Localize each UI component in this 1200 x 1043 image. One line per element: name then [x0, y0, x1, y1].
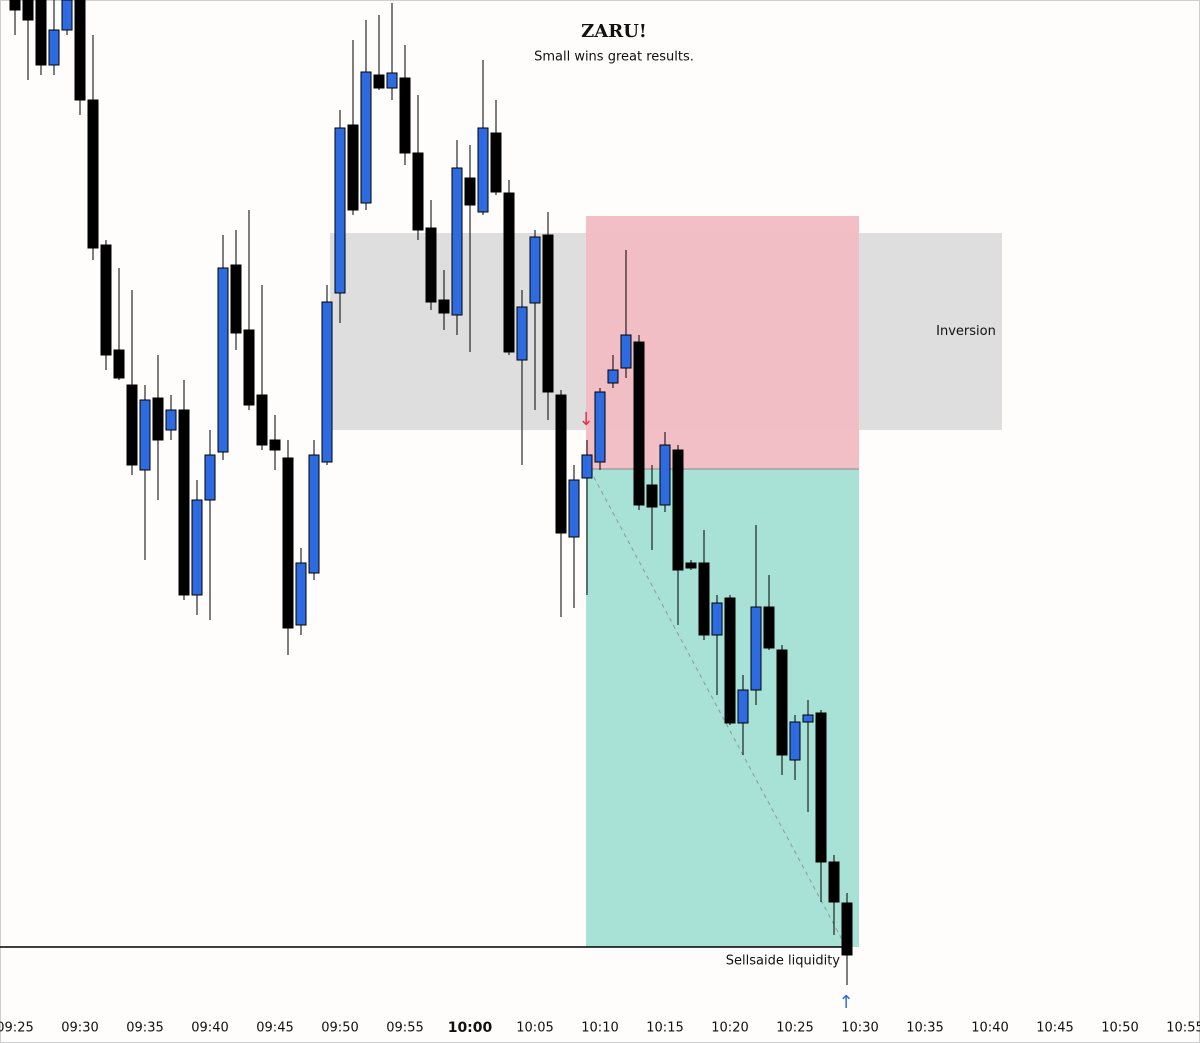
candles [9, 0, 853, 985]
candle-body [87, 99, 99, 249]
x-tick-label: 09:55 [386, 1021, 423, 1036]
x-tick-label: 09:35 [126, 1021, 163, 1036]
x-tick-label: 09:50 [321, 1021, 358, 1036]
candle-body [295, 562, 307, 626]
candle-body [555, 394, 567, 534]
candle-body [503, 192, 515, 353]
candle-body [841, 902, 853, 956]
candle-body [217, 267, 229, 453]
candle-body [711, 602, 723, 636]
candle-body [776, 649, 788, 756]
x-tick-label: 10:55 [1166, 1021, 1200, 1036]
x-tick-label: 09:30 [61, 1021, 98, 1036]
candle-body [737, 689, 749, 724]
x-tick-label: 09:25 [0, 1021, 34, 1036]
zone-label: Inversion [936, 324, 996, 339]
candle-body [308, 454, 320, 574]
candle-body [529, 236, 541, 304]
x-tick-label: 10:45 [1036, 1021, 1073, 1036]
candle-body [477, 127, 489, 213]
x-tick-label: 10:30 [841, 1021, 878, 1036]
x-tick-label: 10:40 [971, 1021, 1008, 1036]
x-tick-label: 10:10 [581, 1021, 618, 1036]
candle-body [646, 484, 658, 508]
candle-body [568, 479, 580, 538]
candle-body [282, 457, 294, 629]
candle-body [412, 152, 424, 231]
candle-body [815, 712, 827, 863]
x-tick-label: 10:15 [646, 1021, 683, 1036]
candle-body [152, 397, 164, 441]
x-tick-label: 10:25 [776, 1021, 813, 1036]
candle-body [763, 606, 775, 649]
x-tick-label: 10:05 [516, 1021, 553, 1036]
entry-arrow: ↓ [578, 409, 593, 430]
x-tick-label: 09:40 [191, 1021, 228, 1036]
candle-body [334, 127, 346, 294]
candle-body [451, 167, 463, 316]
candle-body [139, 399, 151, 471]
candle-body [685, 562, 697, 569]
candle-body [490, 132, 502, 193]
candle-body [386, 72, 398, 89]
candle-body [581, 454, 593, 479]
candle-body [126, 384, 138, 466]
candle-body [321, 301, 333, 463]
candle-body [373, 74, 385, 89]
candle-body [672, 449, 684, 571]
x-tick-label: 10:00 [448, 1020, 493, 1036]
candle-body [659, 444, 671, 506]
candle-body [230, 264, 242, 334]
candle-body [360, 71, 372, 204]
candle-body [9, 0, 21, 11]
trade-path [589, 469, 846, 946]
candle-body [243, 329, 255, 406]
liquidity-label: Sellsaide liquidity [726, 954, 840, 969]
candle-body [269, 439, 281, 451]
chart-title: ZARU! [581, 21, 647, 42]
candle-body [399, 77, 411, 154]
candle-body [438, 299, 450, 314]
candle-body [594, 391, 606, 463]
candle-body [35, 0, 47, 66]
candle-body [750, 606, 762, 691]
x-tick-label: 10:20 [711, 1021, 748, 1036]
candle-body [516, 306, 528, 361]
candle-body [100, 244, 112, 356]
candle-body [542, 234, 554, 393]
x-tick-label: 10:50 [1101, 1021, 1138, 1036]
x-tick-label: 09:45 [256, 1021, 293, 1036]
chart-subtitle: Small wins great results. [534, 50, 694, 65]
candle-body [256, 394, 268, 446]
zone [586, 469, 859, 947]
target-arrow: ↑ [838, 992, 853, 1013]
labels: Inversion Sellsaide liquidity [726, 324, 996, 969]
candle-body [22, 0, 34, 21]
candle-body [802, 714, 814, 723]
candle-body [633, 341, 645, 506]
candle-body [347, 124, 359, 211]
candle-body [113, 349, 125, 379]
candle-body [178, 409, 190, 596]
candle-body [724, 597, 736, 724]
candle-body [464, 177, 476, 206]
candle-body [789, 721, 801, 761]
candle-body [620, 334, 632, 369]
candle-body [698, 562, 710, 636]
x-tick-label: 10:35 [906, 1021, 943, 1036]
candle-body [74, 0, 86, 101]
zones [0, 216, 1002, 948]
candle-body [61, 0, 73, 31]
candle-body [165, 409, 177, 431]
candle-body [48, 29, 60, 66]
candle-body [204, 454, 216, 501]
candle-body [607, 369, 619, 384]
candle-body [828, 861, 840, 903]
candle-body [191, 499, 203, 596]
candle-body [425, 227, 437, 303]
